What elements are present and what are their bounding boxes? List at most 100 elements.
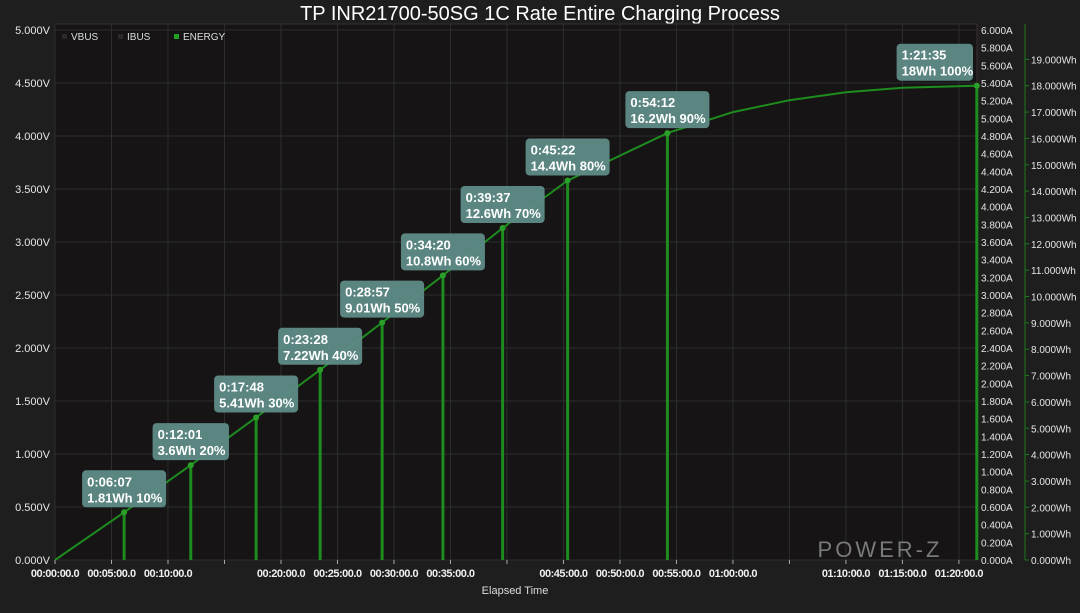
y-right-current-tick-label: 2.800A: [981, 309, 1013, 320]
x-tick-label: 00:05:00.0: [87, 568, 136, 580]
annotation-time: 0:54:12: [630, 95, 675, 110]
data-point: [253, 414, 260, 421]
data-point: [317, 366, 324, 373]
y-right-current-tick-label: 5.200A: [981, 97, 1013, 108]
legend-swatch: [174, 34, 179, 39]
y-right-current-tick-label: 4.000A: [981, 203, 1013, 214]
annotation-box: [214, 375, 299, 413]
annotation-energy: 7.22Wh 40%: [283, 348, 359, 363]
annotation-time: 0:28:57: [345, 285, 390, 300]
y-right-energy-tick-label: 3.000Wh: [1031, 477, 1071, 488]
annotation-energy: 9.01Wh 50%: [345, 301, 421, 316]
data-point: [564, 177, 571, 184]
y-left-tick-label: 3.500V: [15, 184, 51, 196]
y-right-energy-tick-label: 10.000Wh: [1031, 293, 1077, 304]
x-tick-label: 00:45:00.0: [539, 568, 588, 580]
y-right-current-tick-label: 1.600A: [981, 415, 1013, 426]
x-tick-label: 01:20:00.0: [935, 568, 984, 580]
y-left-tick-label: 1.000V: [15, 449, 51, 461]
x-tick-label: 01:10:00.0: [822, 568, 871, 580]
y-right-current-tick-label: 3.200A: [981, 273, 1013, 284]
x-tick-label: 00:30:00.0: [370, 568, 419, 580]
y-left-tick-label: 5.000V: [15, 25, 51, 37]
y-right-current-tick-label: 2.400A: [981, 344, 1013, 355]
data-point: [121, 509, 128, 516]
y-right-energy-tick-label: 2.000Wh: [1031, 503, 1071, 514]
annotation-box: [625, 91, 710, 129]
y-right-current-tick-label: 1.000A: [981, 468, 1013, 479]
y-left-tick-label: 0.500V: [15, 502, 51, 514]
y-right-current-tick-label: 1.400A: [981, 432, 1013, 443]
annotation-time: 0:12:01: [158, 427, 203, 442]
x-tick-label: 00:50:00.0: [596, 568, 645, 580]
annotation-box: [152, 423, 229, 461]
y-right-current-tick-label: 2.600A: [981, 326, 1013, 337]
x-tick-label: 00:00:00.0: [31, 568, 80, 580]
y-right-current-tick-label: 1.200A: [981, 450, 1013, 461]
y-right-energy-tick-label: 18.000Wh: [1031, 82, 1077, 93]
data-point: [499, 224, 506, 231]
annotation-energy: 5.41Wh 30%: [219, 395, 295, 410]
legend-swatch: [62, 34, 67, 39]
y-right-energy-tick-label: 7.000Wh: [1031, 372, 1071, 383]
legend-swatch: [118, 34, 123, 39]
y-right-energy-tick-label: 14.000Wh: [1031, 187, 1077, 198]
data-point: [439, 272, 446, 279]
legend-entry-energy[interactable]: ENERGY: [183, 32, 226, 43]
y-right-energy-tick-label: 15.000Wh: [1031, 161, 1077, 172]
annotation-energy: 1.81Wh 10%: [87, 490, 163, 505]
annotation-time: 0:06:07: [87, 474, 132, 489]
y-right-energy-tick-label: 11.000Wh: [1031, 266, 1076, 277]
annotation-time: 0:23:28: [283, 332, 328, 347]
y-right-energy-tick-label: 4.000Wh: [1031, 451, 1071, 462]
data-point: [664, 130, 671, 137]
y-right-current-tick-label: 0.600A: [981, 503, 1013, 514]
y-right-current-tick-label: 5.400A: [981, 79, 1013, 90]
y-right-energy-tick-label: 1.000Wh: [1031, 530, 1071, 541]
x-tick-label: 00:55:00.0: [652, 568, 701, 580]
y-right-current-tick-label: 1.800A: [981, 397, 1013, 408]
annotation-energy: 18Wh 100%: [902, 64, 974, 79]
x-tick-label: 00:10:00.0: [144, 568, 193, 580]
watermark-logo: POWER-Z: [818, 537, 943, 562]
y-right-current-tick-label: 4.200A: [981, 185, 1013, 196]
data-point: [379, 319, 386, 326]
y-right-current-tick-label: 2.000A: [981, 379, 1013, 390]
annotation-box: [278, 327, 363, 365]
chart-title: TP INR21700-50SG 1C Rate Entire Charging…: [300, 3, 780, 25]
y-right-energy-tick-label: 12.000Wh: [1031, 240, 1077, 251]
y-right-energy-tick-label: 13.000Wh: [1031, 213, 1077, 224]
y-right-energy-tick-label: 16.000Wh: [1031, 134, 1077, 145]
y-right-energy-tick-label: 5.000Wh: [1031, 424, 1071, 435]
annotation-box: [896, 43, 973, 81]
x-axis-label: Elapsed Time: [482, 585, 549, 597]
y-right-current-tick-label: 4.600A: [981, 150, 1013, 161]
annotation-time: 1:21:35: [902, 48, 947, 63]
annotation-box: [340, 280, 425, 318]
y-right-energy-tick-label: 19.000Wh: [1031, 55, 1077, 66]
annotation-time: 0:17:48: [219, 379, 264, 394]
y-right-current-tick-label: 0.800A: [981, 485, 1013, 496]
y-right-current-tick-label: 4.800A: [981, 132, 1013, 143]
annotation-energy: 16.2Wh 90%: [630, 111, 706, 126]
y-right-current-tick-label: 4.400A: [981, 167, 1013, 178]
y-left-tick-label: 4.000V: [15, 131, 51, 143]
y-right-energy-tick-label: 8.000Wh: [1031, 345, 1071, 356]
y-left-tick-label: 0.000V: [15, 555, 51, 567]
y-right-energy-tick-label: 0.000Wh: [1031, 556, 1071, 567]
legend-entry-ibus[interactable]: IBUS: [127, 32, 151, 43]
annotation-time: 0:45:22: [531, 143, 576, 158]
y-right-current-tick-label: 3.000A: [981, 291, 1013, 302]
x-tick-label: 00:35:00.0: [426, 568, 475, 580]
legend-entry-vbus[interactable]: VBUS: [71, 32, 99, 43]
y-right-current-tick-label: 5.000A: [981, 114, 1013, 125]
y-right-current-tick-label: 3.400A: [981, 256, 1013, 267]
annotation-energy: 10.8Wh 60%: [406, 253, 482, 268]
y-right-current-tick-label: 3.600A: [981, 238, 1013, 249]
data-point: [973, 82, 980, 89]
annotation-box: [460, 185, 545, 223]
y-right-energy-tick-label: 9.000Wh: [1031, 319, 1071, 330]
x-tick-label: 00:25:00.0: [313, 568, 362, 580]
y-left-tick-label: 2.000V: [15, 343, 51, 355]
